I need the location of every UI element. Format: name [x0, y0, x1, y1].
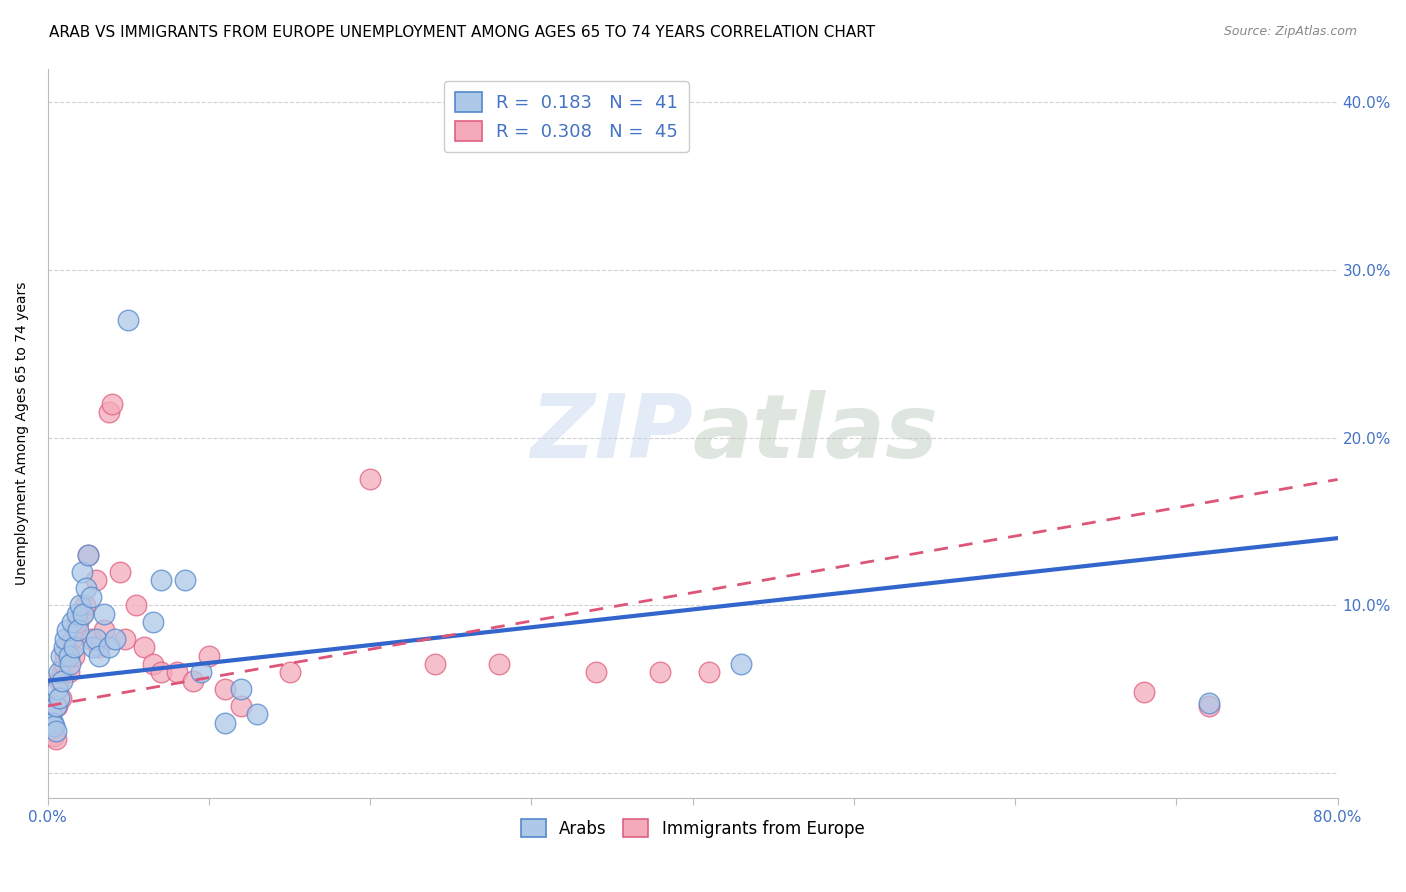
Point — [69, 599, 91, 613]
Point — [60, 615, 83, 629]
Point — [488, 657, 510, 671]
Point — [1133, 685, 1156, 699]
Point — [49, 690, 72, 705]
Point — [104, 632, 127, 646]
Point — [41, 715, 63, 730]
Point — [48, 665, 70, 680]
Point — [80, 590, 103, 604]
Point — [101, 397, 124, 411]
Text: atlas: atlas — [693, 390, 939, 477]
Legend: Arabs, Immigrants from Europe: Arabs, Immigrants from Europe — [515, 813, 872, 845]
Point — [77, 548, 100, 562]
Point — [181, 673, 204, 688]
Point — [142, 615, 165, 629]
Point — [70, 565, 93, 579]
Point — [142, 657, 165, 671]
Point — [44, 719, 66, 733]
Point — [63, 624, 86, 638]
Point — [214, 715, 236, 730]
Y-axis label: Unemployment Among Ages 65 to 74 years: Unemployment Among Ages 65 to 74 years — [15, 282, 30, 585]
Point — [41, 724, 63, 739]
Point — [650, 665, 672, 680]
Point — [49, 648, 72, 663]
Point — [55, 632, 77, 646]
Point — [93, 607, 115, 621]
Point — [70, 607, 93, 621]
Point — [173, 573, 195, 587]
Point — [46, 698, 69, 713]
Point — [56, 624, 79, 638]
Point — [48, 690, 70, 705]
Point — [114, 632, 136, 646]
Point — [39, 707, 62, 722]
Point — [110, 565, 132, 579]
Point — [52, 640, 75, 655]
Point — [214, 682, 236, 697]
Point — [45, 724, 67, 739]
Point — [190, 665, 212, 680]
Point — [51, 673, 73, 688]
Point — [198, 648, 221, 663]
Point — [58, 665, 80, 680]
Point — [48, 673, 70, 688]
Point — [117, 313, 139, 327]
Point — [84, 573, 107, 587]
Point — [46, 682, 69, 697]
Text: ZIP: ZIP — [530, 390, 693, 477]
Point — [73, 599, 96, 613]
Point — [359, 473, 381, 487]
Point — [56, 640, 79, 655]
Point — [98, 405, 121, 419]
Point — [585, 665, 607, 680]
Point — [52, 657, 75, 671]
Point — [55, 648, 77, 663]
Text: ARAB VS IMMIGRANTS FROM EUROPE UNEMPLOYMENT AMONG AGES 65 TO 74 YEARS CORRELATIO: ARAB VS IMMIGRANTS FROM EUROPE UNEMPLOYM… — [49, 25, 876, 40]
Point — [134, 640, 156, 655]
Point — [45, 698, 67, 713]
Point — [62, 648, 84, 663]
Point — [231, 682, 253, 697]
Point — [66, 607, 89, 621]
Point — [231, 698, 253, 713]
Point — [59, 657, 82, 671]
Point — [166, 665, 188, 680]
Text: Source: ZipAtlas.com: Source: ZipAtlas.com — [1223, 25, 1357, 38]
Point — [93, 624, 115, 638]
Point — [75, 582, 97, 596]
Point — [58, 648, 80, 663]
Point — [149, 573, 172, 587]
Point — [89, 648, 111, 663]
Point — [697, 665, 720, 680]
Point — [278, 665, 301, 680]
Point — [1198, 698, 1220, 713]
Point — [44, 729, 66, 743]
Point — [246, 707, 269, 722]
Point — [60, 632, 83, 646]
Point — [82, 640, 104, 655]
Point — [62, 640, 84, 655]
Point — [1198, 696, 1220, 710]
Point — [51, 665, 73, 680]
Point — [67, 615, 90, 629]
Point — [45, 732, 67, 747]
Point — [89, 640, 111, 655]
Point — [72, 607, 94, 621]
Point — [77, 548, 100, 562]
Point — [67, 624, 90, 638]
Point — [125, 599, 148, 613]
Point — [84, 632, 107, 646]
Point — [149, 665, 172, 680]
Point — [80, 632, 103, 646]
Point — [423, 657, 446, 671]
Point — [39, 715, 62, 730]
Point — [730, 657, 752, 671]
Point — [98, 640, 121, 655]
